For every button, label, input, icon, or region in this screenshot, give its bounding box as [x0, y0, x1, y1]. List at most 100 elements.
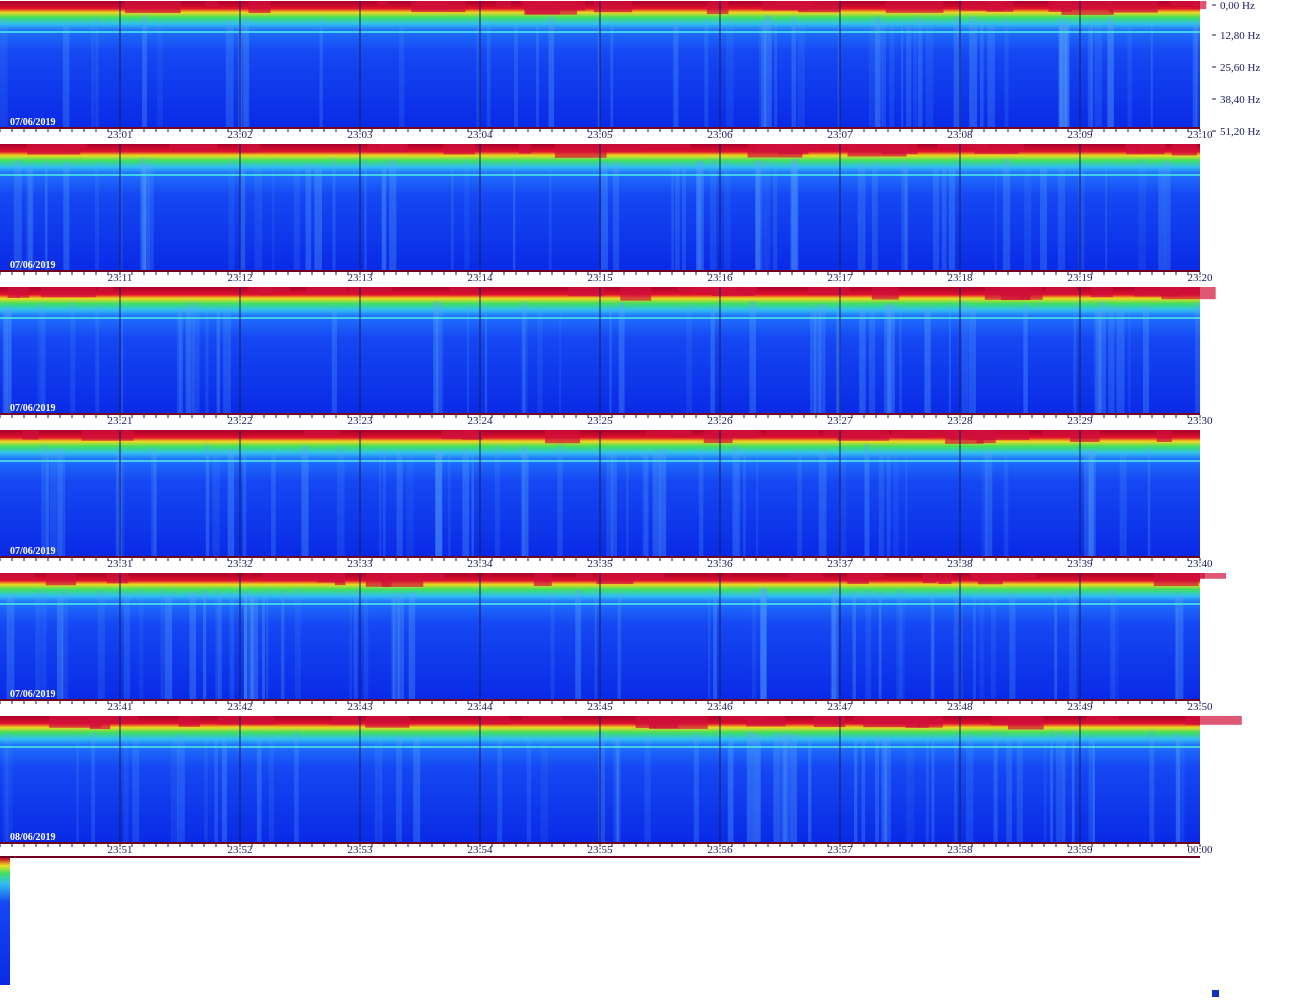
time-label: 23:58: [947, 844, 973, 856]
time-label: 23:30: [1187, 415, 1213, 427]
streak: [868, 15, 877, 129]
streak: [954, 733, 958, 843]
streak: [774, 19, 778, 128]
hot-band: [799, 144, 821, 151]
hot-band: [1042, 430, 1079, 436]
streak: [212, 451, 220, 557]
hot-band: [304, 430, 340, 437]
streak: [132, 736, 140, 843]
hot-band: [813, 716, 846, 728]
streak: [49, 448, 57, 557]
streak: [540, 738, 549, 843]
time-label: 23:03: [347, 129, 373, 141]
streak: [966, 733, 974, 843]
streak: [8, 307, 12, 414]
streak: [37, 301, 46, 414]
hot-band: [676, 287, 734, 292]
streak: [865, 589, 872, 700]
streak: [898, 594, 905, 700]
streak: [94, 161, 100, 271]
streak: [40, 310, 46, 414]
streak: [1095, 309, 1102, 414]
hot-band: [847, 573, 869, 584]
hot-band: [628, 573, 665, 580]
streak: [753, 739, 761, 843]
streak: [693, 732, 699, 843]
streak: [878, 445, 884, 557]
streak: [118, 452, 125, 557]
streak: [710, 306, 715, 414]
hot-band: [380, 144, 406, 149]
streak: [5, 732, 13, 843]
streak: [961, 301, 969, 414]
streak: [144, 165, 151, 271]
streak: [875, 18, 881, 129]
streak: [1174, 593, 1178, 700]
hot-band: [1185, 716, 1242, 725]
streak: [1056, 731, 1064, 843]
streak: [156, 23, 164, 128]
streak: [751, 588, 757, 700]
streak: [673, 22, 679, 129]
streak: [336, 445, 345, 557]
streak: [62, 22, 70, 129]
hot-band: [937, 144, 990, 149]
hot-band: [970, 573, 1021, 581]
time-label: 23:48: [947, 701, 973, 713]
streak: [743, 449, 746, 557]
time-label: 23:37: [827, 558, 853, 570]
streak: [522, 309, 526, 414]
hot-band: [248, 1, 271, 13]
streak: [791, 15, 797, 129]
hot-band: [766, 430, 819, 436]
hot-band: [604, 144, 643, 153]
hot-band: [262, 573, 320, 581]
streak: [1116, 307, 1125, 414]
streak: [797, 20, 805, 129]
streak: [878, 591, 882, 700]
streak: [1057, 164, 1066, 271]
streak: [682, 164, 686, 271]
streak: [76, 733, 79, 843]
streak: [61, 588, 69, 700]
hot-band: [922, 573, 937, 584]
streak: [1138, 158, 1147, 271]
hot-band: [554, 144, 607, 158]
streak: [837, 21, 840, 128]
hot-band: [648, 716, 708, 729]
streak: [854, 739, 858, 843]
streak: [520, 446, 525, 557]
streak: [268, 733, 275, 843]
streak: [861, 735, 866, 843]
streak: [761, 20, 767, 128]
hot-band: [1070, 430, 1100, 442]
streak: [433, 303, 440, 414]
streak: [0, 17, 8, 128]
hot-band: [1173, 573, 1227, 579]
date-label: 07/06/2019: [10, 689, 56, 700]
streak: [704, 18, 709, 128]
streak: [115, 453, 121, 557]
streak: [151, 446, 157, 557]
streak: [925, 19, 934, 128]
streak: [41, 592, 47, 700]
hot-band: [808, 287, 850, 296]
streak: [91, 731, 96, 843]
streak: [13, 160, 22, 271]
streak: [809, 310, 817, 414]
streak: [875, 15, 883, 129]
streak: [852, 590, 857, 700]
streak: [606, 452, 613, 557]
streak: [331, 309, 337, 414]
time-label: 23:28: [947, 415, 973, 427]
streak: [186, 302, 192, 414]
streak: [120, 164, 123, 271]
hot-band: [448, 287, 478, 292]
hot-band: [7, 287, 20, 298]
hot-band: [17, 287, 30, 298]
streak: [1094, 18, 1102, 128]
streak: [559, 302, 562, 414]
streak: [97, 590, 105, 700]
streak: [189, 592, 197, 700]
time-label: 23:55: [587, 844, 613, 856]
